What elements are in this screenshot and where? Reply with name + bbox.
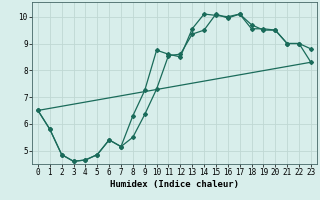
X-axis label: Humidex (Indice chaleur): Humidex (Indice chaleur) [110, 180, 239, 189]
